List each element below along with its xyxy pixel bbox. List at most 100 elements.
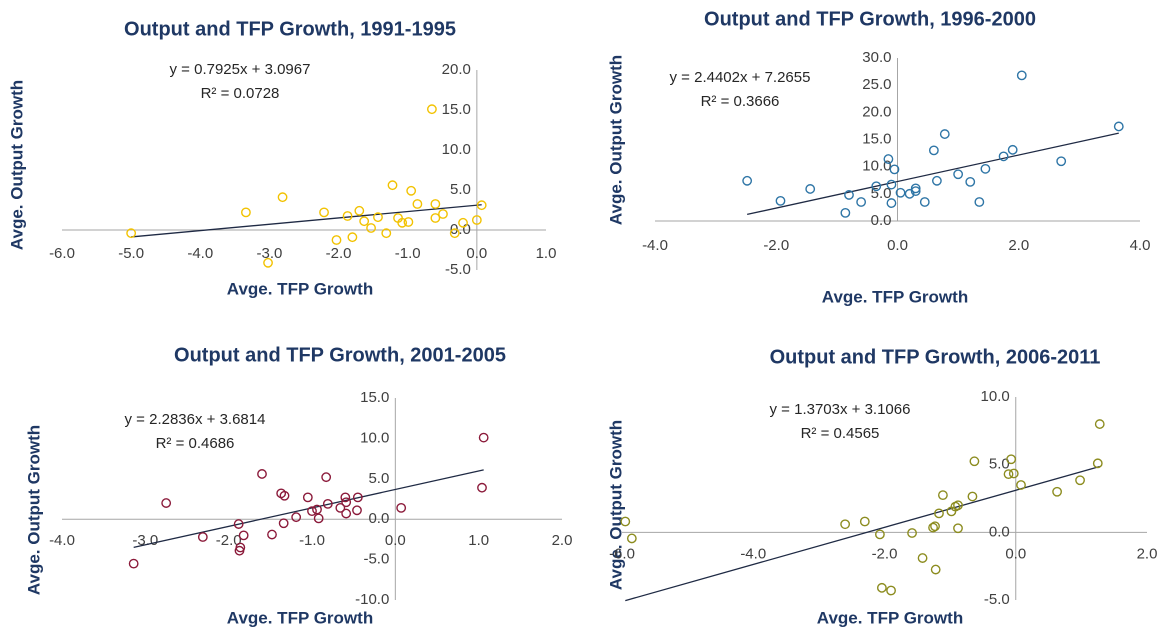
point: [939, 129, 950, 139]
point: [856, 197, 867, 207]
point: [257, 469, 267, 479]
y-tick-label: 10.0: [442, 141, 471, 158]
y-axis-title: Avge. Output Growth: [7, 80, 26, 250]
point: [396, 502, 407, 513]
point: [895, 187, 906, 198]
x-tick-label: -1.0: [395, 245, 421, 262]
point: [161, 498, 172, 508]
y-tick-label: 10.0: [360, 429, 389, 446]
y-tick-label: 0.0: [871, 212, 892, 229]
x-tick-label: 2.0: [1137, 545, 1158, 562]
x-tick-label: 2.0: [552, 532, 573, 549]
y-tick-label: 5.0: [368, 470, 389, 487]
point: [373, 212, 383, 223]
point: [626, 533, 637, 544]
point: [1003, 469, 1014, 480]
x-tick-label: -4.0: [642, 237, 668, 254]
x-tick-label: -3.0: [256, 245, 282, 262]
point: [953, 169, 964, 180]
point: [886, 585, 896, 596]
scatter-panel: Output and TFP Growth, 1991-1995 Avge. TF…: [7, 18, 556, 298]
point: [953, 523, 963, 534]
x-tick-label: -2.0: [872, 545, 898, 562]
point: [998, 151, 1009, 162]
y-tick-label: -10.0: [355, 591, 389, 608]
point: [471, 215, 482, 225]
y-tick-label: 15.0: [442, 101, 471, 118]
x-tick-label: -2.0: [216, 532, 242, 549]
point: [476, 200, 487, 211]
point: [932, 175, 942, 186]
point: [430, 213, 441, 223]
point: [742, 175, 753, 186]
y-tick-label: -5.0: [363, 551, 389, 568]
point: [980, 163, 991, 174]
y-tick-label: 15.0: [360, 389, 389, 406]
r-squared: R² = 0.0728: [201, 85, 280, 102]
point: [1006, 454, 1017, 465]
point: [238, 530, 249, 541]
point: [840, 519, 851, 530]
scatter-panel: Output and TFP Growth, 2006-2011 Avge. TF…: [606, 346, 1157, 627]
point: [967, 491, 978, 502]
x-tick-label: 4.0: [1130, 237, 1151, 254]
point: [840, 207, 851, 218]
x-tick-label: 0.0: [887, 237, 908, 254]
point: [886, 179, 897, 190]
point: [928, 522, 938, 533]
x-tick-label: -2.0: [763, 237, 789, 254]
point: [934, 508, 944, 519]
point: [342, 211, 353, 221]
point: [430, 199, 441, 209]
point: [904, 188, 915, 199]
point: [403, 217, 414, 227]
point: [1056, 156, 1067, 167]
x-tick-label: -1.0: [299, 532, 325, 549]
point: [886, 198, 897, 208]
point: [953, 500, 963, 511]
point: [354, 205, 365, 216]
y-tick-label: 15.0: [862, 130, 891, 147]
x-tick-label: -4.0: [740, 545, 766, 562]
y-axis-title: Avge. Output Growth: [606, 420, 625, 590]
y-tick-label: -5.0: [984, 591, 1010, 608]
point: [128, 558, 139, 569]
point: [233, 519, 244, 529]
point: [917, 553, 928, 563]
point: [366, 223, 376, 233]
point: [352, 505, 362, 516]
point: [321, 472, 332, 483]
y-tick-label: 0.0: [450, 221, 471, 238]
x-axis-title: Avge. TFP Growth: [227, 279, 373, 298]
point: [302, 492, 313, 503]
point: [322, 498, 333, 509]
x-axis-title: Avge. TFP Growth: [817, 608, 963, 627]
point: [352, 492, 363, 503]
point: [1094, 419, 1105, 429]
x-tick-label: -5.0: [118, 245, 144, 262]
point: [263, 257, 273, 268]
point: [1075, 475, 1085, 486]
y-tick-label: 20.0: [442, 61, 471, 78]
point: [965, 176, 976, 187]
point: [1016, 70, 1027, 81]
point: [387, 180, 398, 191]
point: [312, 504, 322, 515]
y-tick-label: 5.0: [450, 181, 471, 198]
r-squared: R² = 0.4565: [801, 425, 880, 442]
point: [1007, 144, 1018, 155]
trendline: [747, 132, 1119, 216]
point: [1052, 486, 1062, 497]
point: [406, 185, 417, 196]
y-tick-label: 25.0: [862, 76, 891, 93]
y-axis-title: Avge. Output Growth: [606, 55, 625, 225]
point: [844, 190, 854, 200]
x-tick-label: 1.0: [536, 245, 557, 262]
y-tick-label: 5.0: [989, 456, 1010, 473]
y-axis-title: Avge. Output Growth: [24, 425, 43, 595]
point: [397, 217, 408, 228]
chart-title: Output and TFP Growth, 1996-2000: [704, 8, 1036, 30]
point: [876, 582, 887, 593]
point: [1008, 468, 1019, 479]
x-tick-label: 0.0: [1005, 545, 1026, 562]
